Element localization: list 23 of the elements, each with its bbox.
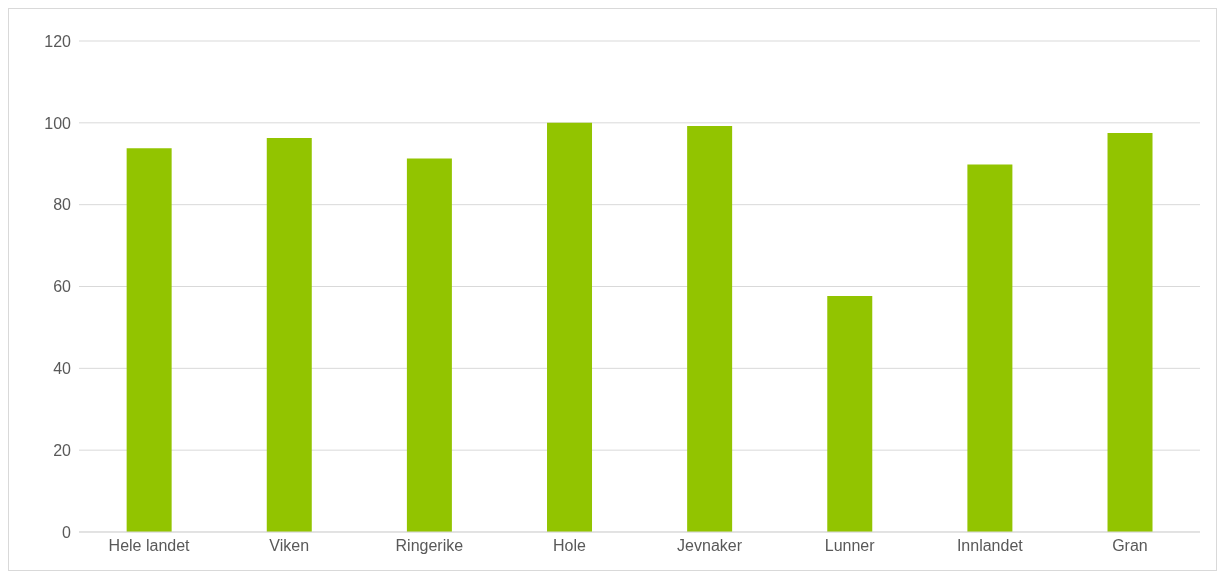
x-tick-label: Ringerike — [395, 537, 464, 555]
bar — [967, 164, 1013, 532]
bar — [266, 137, 312, 532]
x-tick-label: Viken — [269, 537, 310, 555]
y-tick-label: 0 — [62, 523, 72, 541]
x-tick-label: Gran — [1112, 537, 1148, 555]
bar — [827, 295, 873, 532]
x-tick-label: Hole — [552, 537, 586, 555]
y-tick-label: 60 — [53, 278, 72, 296]
bar — [547, 122, 593, 532]
x-tick-label: Hele landet — [108, 537, 191, 555]
y-tick-label: 120 — [44, 32, 72, 50]
bar — [126, 148, 172, 532]
x-tick-label: Jevnaker — [677, 537, 743, 555]
x-tick-label: Innlandet — [956, 537, 1024, 555]
y-tick-label: 40 — [53, 360, 72, 378]
y-tick-label: 80 — [53, 196, 72, 214]
y-tick-label: 100 — [44, 114, 72, 132]
bar — [1107, 133, 1153, 532]
bar — [406, 158, 452, 532]
x-tick-label: Lunner — [824, 537, 876, 555]
bar — [687, 126, 733, 532]
y-tick-label: 20 — [53, 441, 72, 459]
